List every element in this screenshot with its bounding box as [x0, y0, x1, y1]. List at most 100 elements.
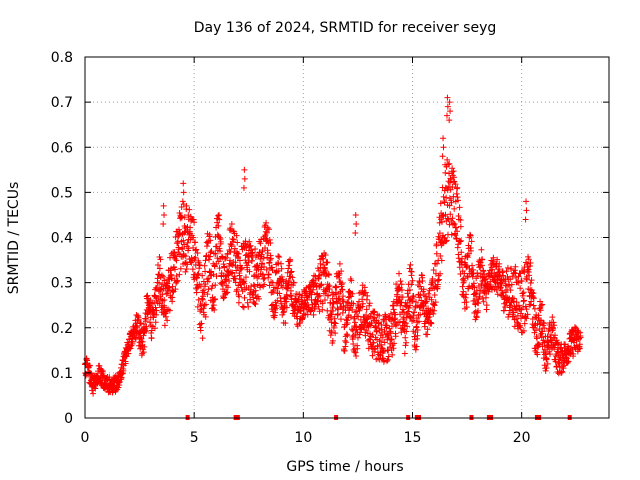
data-point	[389, 351, 396, 358]
data-point	[300, 310, 307, 317]
data-point	[206, 269, 213, 276]
data-point	[248, 246, 255, 253]
data-point	[264, 224, 271, 231]
data-point	[445, 161, 452, 168]
data-point	[129, 340, 136, 347]
data-point	[426, 313, 433, 320]
data-point	[214, 255, 221, 262]
data-point	[370, 309, 377, 316]
data-point	[481, 271, 488, 278]
data-point	[276, 253, 283, 260]
data-point	[297, 319, 304, 326]
data-point	[451, 205, 458, 212]
data-point	[408, 268, 415, 275]
data-point	[146, 319, 153, 326]
data-point	[451, 221, 458, 228]
data-point	[169, 289, 176, 296]
data-point	[316, 292, 323, 299]
data-point	[524, 311, 531, 318]
data-point	[428, 320, 435, 327]
data-point	[454, 228, 461, 235]
data-point	[403, 339, 410, 346]
data-point	[463, 304, 470, 311]
data-point	[220, 294, 227, 301]
data-point	[206, 231, 213, 238]
data-point	[475, 296, 482, 303]
data-point	[523, 315, 530, 322]
data-point	[229, 262, 236, 269]
data-point	[543, 355, 550, 362]
data-point	[446, 117, 453, 124]
x-axis-label: GPS time / hours	[286, 459, 403, 475]
data-point	[478, 282, 485, 289]
data-point	[523, 207, 530, 214]
data-point	[351, 348, 358, 355]
data-point	[341, 347, 348, 354]
data-point	[232, 275, 239, 282]
data-point	[463, 264, 470, 271]
data-point	[288, 292, 295, 299]
data-point	[551, 322, 558, 329]
data-point	[184, 223, 191, 230]
data-point	[190, 234, 197, 241]
data-point	[153, 307, 160, 314]
data-point	[543, 365, 550, 372]
data-point	[537, 307, 544, 314]
data-point	[330, 307, 337, 314]
data-point	[266, 282, 273, 289]
data-point	[118, 374, 125, 381]
data-point	[479, 256, 486, 263]
data-point	[527, 260, 534, 267]
data-point	[164, 317, 171, 324]
data-point	[206, 256, 213, 263]
data-point	[411, 309, 418, 316]
data-point	[184, 239, 191, 246]
data-point	[409, 294, 416, 301]
data-point	[439, 153, 446, 160]
data-point	[172, 266, 179, 273]
data-point	[410, 312, 417, 319]
data-point	[138, 320, 145, 327]
data-point	[522, 303, 529, 310]
y-tick-label: 0.2	[51, 321, 73, 337]
data-point	[438, 257, 445, 264]
data-point	[473, 287, 480, 294]
data-point	[565, 358, 572, 365]
data-point	[252, 245, 259, 252]
data-point	[404, 323, 411, 330]
data-point	[536, 321, 543, 328]
data-point	[502, 303, 509, 310]
data-point	[433, 241, 440, 248]
data-point	[285, 265, 292, 272]
data-point	[182, 268, 189, 275]
data-point	[138, 335, 145, 342]
data-point	[507, 287, 514, 294]
axis-ticks: 0 0.1 0.2 0.3 0.4 0.5 0.6 0.7 0.8 0 5 10 15 20	[51, 50, 609, 446]
data-point	[482, 275, 489, 282]
data-point	[179, 244, 186, 251]
data-point	[200, 293, 207, 300]
data-point	[353, 220, 360, 227]
data-point	[180, 180, 187, 187]
data-point	[338, 268, 345, 275]
data-point	[401, 309, 408, 316]
data-point	[261, 281, 268, 288]
data-point	[457, 223, 464, 230]
y-tick-label: 0.4	[51, 231, 73, 247]
data-point	[344, 319, 351, 326]
data-point	[216, 234, 223, 241]
data-point	[90, 390, 97, 397]
data-point	[266, 236, 273, 243]
data-point	[352, 319, 359, 326]
data-point	[327, 332, 334, 339]
data-point	[381, 328, 388, 335]
data-point	[191, 219, 198, 226]
data-point	[460, 288, 467, 295]
data-point	[444, 103, 451, 110]
data-point	[212, 296, 219, 303]
data-point	[328, 311, 335, 318]
data-point	[159, 281, 166, 288]
data-point	[428, 296, 435, 303]
data-point	[472, 291, 479, 298]
data-point	[334, 305, 341, 312]
